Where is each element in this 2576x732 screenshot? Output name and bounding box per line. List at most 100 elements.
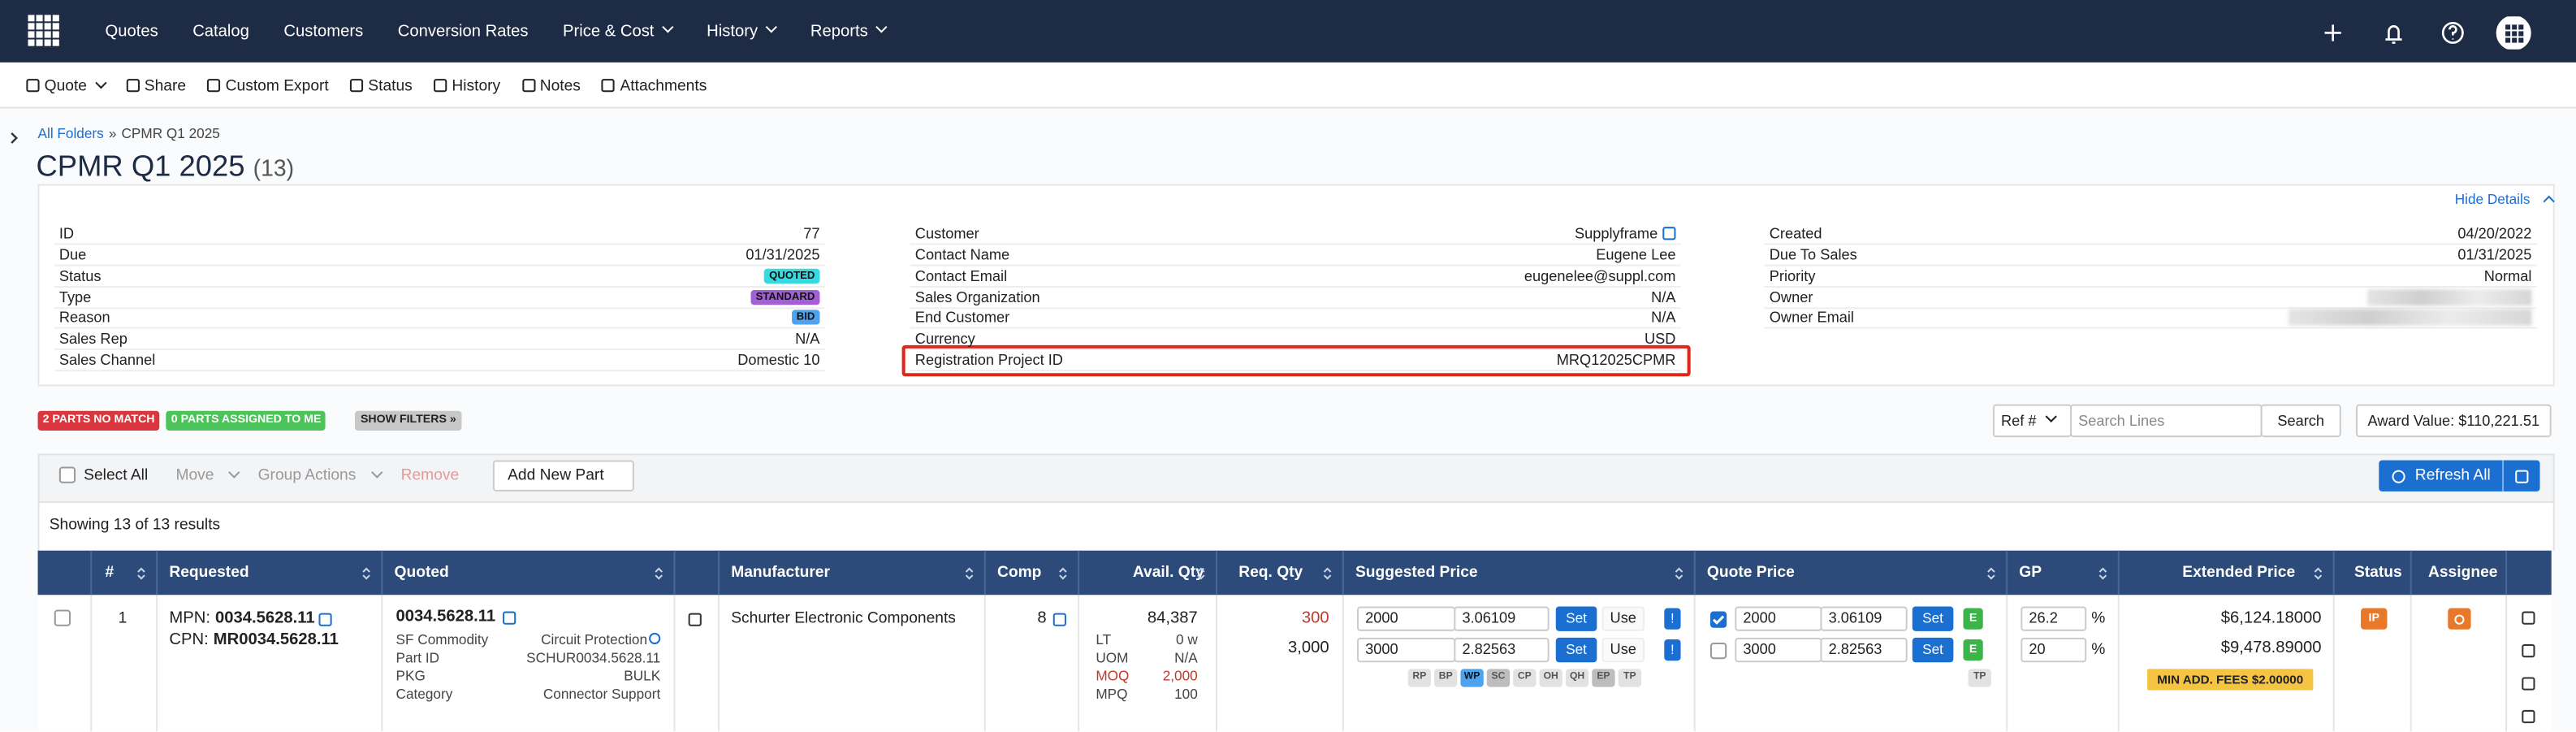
- qty-input[interactable]: 3000: [1735, 637, 1822, 663]
- ref-dropdown[interactable]: Ref #: [1992, 404, 2072, 438]
- nav-item[interactable]: Quotes: [105, 22, 158, 40]
- toolbar-item[interactable]: History: [434, 76, 500, 94]
- filter-badge[interactable]: 2 PARTS NO MATCH: [37, 410, 160, 431]
- price-tag[interactable]: BP: [1434, 669, 1458, 687]
- use-button[interactable]: Use: [1601, 637, 1645, 663]
- row-action-icon[interactable]: [2522, 677, 2535, 691]
- price-tag[interactable]: QH: [1565, 669, 1589, 687]
- gp-input[interactable]: 26.2: [2021, 606, 2087, 631]
- price-tag[interactable]: TP: [1968, 669, 1991, 687]
- add-part-label[interactable]: Add New Part: [508, 466, 604, 484]
- sort-icon[interactable]: [1674, 566, 1683, 579]
- price-tag[interactable]: OH: [1539, 669, 1562, 687]
- nav-item[interactable]: Conversion Rates: [398, 22, 529, 40]
- qty-input[interactable]: 2000: [1735, 606, 1822, 631]
- sidebar-toggle[interactable]: [8, 132, 21, 145]
- sort-icon[interactable]: [361, 566, 371, 579]
- column-header[interactable]: GP: [2019, 562, 2042, 582]
- column-header[interactable]: #: [105, 562, 115, 582]
- filter-badge[interactable]: 0 PARTS ASSIGNED TO ME: [166, 410, 326, 431]
- nav-item[interactable]: Catalog: [192, 22, 249, 40]
- group-actions-button[interactable]: Group Actions: [257, 466, 357, 484]
- part-icon[interactable]: [503, 611, 516, 625]
- sort-icon[interactable]: [965, 566, 975, 579]
- flag-button[interactable]: !: [1664, 608, 1681, 630]
- toolbar-item[interactable]: Share: [126, 76, 186, 94]
- nav-menu: Quotes Catalog Customers Conversion Rates Pr…: [105, 19, 888, 42]
- set-button[interactable]: Set: [1912, 637, 1954, 663]
- sort-icon[interactable]: [1986, 566, 1996, 579]
- price-input[interactable]: 3.06109: [1820, 606, 1908, 631]
- price-tag[interactable]: RP: [1407, 669, 1432, 687]
- search-input[interactable]: Search Lines: [2069, 404, 2263, 438]
- set-button[interactable]: Set: [1912, 606, 1954, 631]
- refresh-label[interactable]: Refresh All: [2414, 466, 2491, 484]
- column-header[interactable]: Req. Qty: [1238, 562, 1303, 582]
- qty-input[interactable]: 3000: [1356, 637, 1456, 663]
- column-header[interactable]: Status: [2353, 562, 2402, 582]
- toolbar-item[interactable]: Attachments: [602, 76, 707, 94]
- nav-icons[interactable]: [2319, 16, 2533, 50]
- folder-icon[interactable]: [318, 613, 332, 626]
- filter-badge[interactable]: SHOW FILTERS »: [355, 410, 461, 431]
- sort-icon[interactable]: [2313, 566, 2323, 579]
- sort-icon[interactable]: [654, 566, 663, 579]
- dropdown-caret: [2044, 410, 2056, 422]
- row-action-icon[interactable]: [2522, 611, 2535, 625]
- toolbar-item[interactable]: Quote: [26, 76, 107, 94]
- select-all[interactable]: Select All: [84, 466, 149, 484]
- logo[interactable]: [28, 15, 60, 47]
- sort-icon[interactable]: [136, 566, 146, 579]
- use-button[interactable]: Use: [1601, 606, 1645, 631]
- column-header[interactable]: Quote Price: [1706, 562, 1795, 582]
- column-header[interactable]: Extended Price: [2182, 562, 2296, 582]
- header-divider: [1342, 550, 1344, 596]
- price-tag[interactable]: WP: [1460, 669, 1484, 687]
- nav-item[interactable]: History: [707, 20, 778, 41]
- set-button[interactable]: Set: [1555, 637, 1597, 663]
- column-header[interactable]: Comp: [996, 562, 1042, 582]
- move-button[interactable]: Move: [175, 466, 214, 484]
- toolbar-item[interactable]: Custom Export: [207, 76, 329, 94]
- toolbar-item[interactable]: Status: [350, 76, 413, 94]
- sort-icon[interactable]: [1196, 566, 1206, 579]
- source-icon[interactable]: [688, 613, 702, 626]
- export-icon[interactable]: [2515, 469, 2529, 483]
- price-input[interactable]: 2.82563: [1454, 637, 1549, 663]
- customer-icon[interactable]: [1662, 227, 1676, 240]
- column-header[interactable]: Requested: [169, 562, 249, 582]
- status-badge[interactable]: IP: [2361, 608, 2388, 630]
- price-tag[interactable]: EP: [1592, 669, 1615, 687]
- price-tag[interactable]: TP: [1618, 669, 1641, 687]
- nav-item[interactable]: Customers: [283, 22, 363, 40]
- nav-item[interactable]: Price & Cost: [563, 20, 674, 41]
- column-header[interactable]: Suggested Price: [1355, 562, 1478, 582]
- set-button[interactable]: Set: [1555, 606, 1597, 631]
- search-button[interactable]: Search: [2260, 404, 2341, 438]
- price-input[interactable]: 3.06109: [1454, 606, 1549, 631]
- toolbar-item[interactable]: Notes: [521, 76, 581, 94]
- row-action-icon[interactable]: [2522, 709, 2535, 724]
- price-input[interactable]: 2.82563: [1820, 637, 1908, 663]
- gp-input[interactable]: 20: [2021, 637, 2087, 663]
- flag-button[interactable]: !: [1664, 639, 1681, 661]
- hide-details-link[interactable]: Hide Details: [2454, 190, 2531, 207]
- column-header[interactable]: Manufacturer: [731, 562, 830, 582]
- price-tag[interactable]: CP: [1513, 669, 1537, 687]
- column-header[interactable]: Quoted: [394, 562, 449, 582]
- sort-icon[interactable]: [2098, 566, 2107, 579]
- comp-icon[interactable]: [1052, 613, 1066, 626]
- column-header[interactable]: Avail. Qty: [1132, 562, 1204, 582]
- e-badge[interactable]: E: [1963, 639, 1983, 661]
- row-action-icon[interactable]: [2522, 644, 2535, 658]
- qty-input[interactable]: 2000: [1356, 606, 1456, 631]
- sort-icon[interactable]: [1058, 566, 1068, 579]
- column-header[interactable]: Assignee: [2427, 562, 2498, 582]
- sort-icon[interactable]: [1323, 566, 1333, 579]
- e-badge[interactable]: E: [1963, 608, 1983, 630]
- remove-button[interactable]: Remove: [400, 466, 460, 484]
- nav-item[interactable]: Reports: [810, 20, 888, 41]
- price-tag[interactable]: SC: [1486, 669, 1511, 687]
- highlight-box: [901, 344, 1691, 377]
- breadcrumb-link[interactable]: All Folders: [37, 124, 104, 141]
